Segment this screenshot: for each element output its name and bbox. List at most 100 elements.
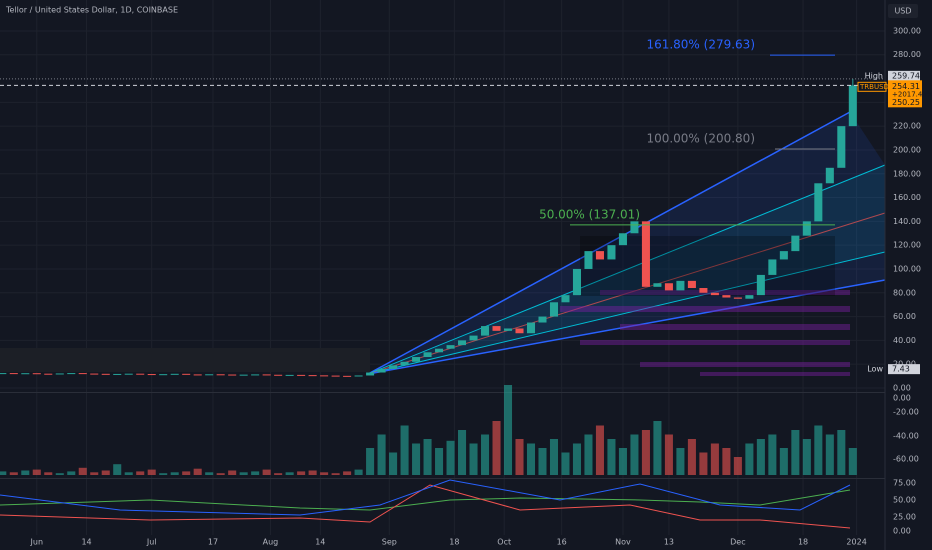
volume-bar [285,472,294,475]
y-tick-label: 160.00 [893,193,921,202]
y-tick-label: 220.00 [893,122,921,131]
low-value: 7.43 [892,365,910,374]
candle [9,373,18,375]
volume-bar [676,448,685,475]
indicator-axis-label: 50.00 [893,496,916,505]
volume-bar [722,448,731,475]
y-tick-label: 60.00 [893,312,916,321]
volume-bar [193,468,202,475]
indicator-axis-label: 0.00 [893,527,911,536]
x-tick-label: Jun [30,538,44,547]
volume-bar [814,425,823,475]
second-price: 250.25 [892,98,920,107]
candle [170,373,179,375]
volume-bar [67,471,76,475]
volume-bar [377,434,386,475]
candle [159,374,168,376]
candle [21,373,30,375]
candle [837,126,846,168]
volume-bar [354,469,363,475]
volume-bar [572,443,581,475]
candle [561,295,570,303]
volume-profile [560,290,850,376]
candle [814,183,823,222]
volume-bar [779,448,788,475]
volume-bar [791,430,800,475]
y-tick-label: 120.00 [893,241,921,250]
candle [0,373,7,375]
volume-bar [699,452,708,475]
volume-bar [320,472,329,475]
volume-bar [618,448,627,475]
price-box [888,80,922,108]
candle [251,374,260,376]
volume-bar [90,472,99,475]
candle [32,373,41,375]
volume-bar [216,473,225,475]
currency[interactable]: USD [894,7,911,16]
volume-bar [481,434,490,475]
volume-bar [251,471,260,475]
x-tick-label: 17 [208,538,218,547]
candle [389,365,398,369]
candle [377,368,386,373]
candle [664,283,673,291]
candle [136,373,145,375]
currency-button[interactable] [888,4,918,18]
candle [182,373,191,375]
volume-bar [78,467,87,475]
volume-bar [595,425,604,475]
x-tick-label: 2024 [846,538,866,547]
volume-bar [113,464,122,475]
candle [584,251,593,269]
x-tick-label: Jul [146,538,157,547]
volume-bar [837,430,846,475]
y-tick-label: 100.00 [893,264,921,273]
indicator-line [0,484,851,529]
candle [331,375,340,377]
candle [446,345,455,349]
volume-bar [458,430,467,475]
volume-bar [262,469,271,475]
volume-bar [101,470,110,475]
candle [756,274,765,296]
volume-bar [170,472,179,475]
candle [687,280,696,289]
candle [538,316,547,323]
candle [791,235,800,252]
volume-bar [423,439,432,475]
candle [699,288,708,293]
volume-bar [848,448,857,475]
candle [435,348,444,353]
y-tick-label: 0.00 [893,383,911,392]
candle [549,302,559,317]
volume-bar [503,385,513,475]
volume-bar [630,434,639,475]
pitchfork-lower [367,279,886,375]
volume-bar [733,457,742,475]
indicator-axis-label: 25.00 [893,513,916,522]
candle [193,374,202,376]
volume-axis-label: -40.00 [893,432,919,441]
volume-bar [274,473,283,475]
indicator-axis-label: 75.00 [893,479,916,488]
volume-bar [664,434,673,475]
candle [618,233,627,246]
volume-bar [0,471,7,475]
candle [412,357,421,362]
candle [469,335,478,341]
volume-bar [607,439,616,475]
pitchfork-line [367,164,886,375]
ticker: TRBUSD [859,83,889,91]
volume-bar [308,470,317,475]
volume-bar [32,469,41,475]
range-box [0,348,370,372]
volume-bar [641,430,650,475]
candle [262,374,271,376]
y-tick-label: 280.00 [893,50,921,59]
candle [526,322,536,334]
volume-bar [515,439,524,475]
candle [848,85,857,127]
y-tick-label: 180.00 [893,169,921,178]
